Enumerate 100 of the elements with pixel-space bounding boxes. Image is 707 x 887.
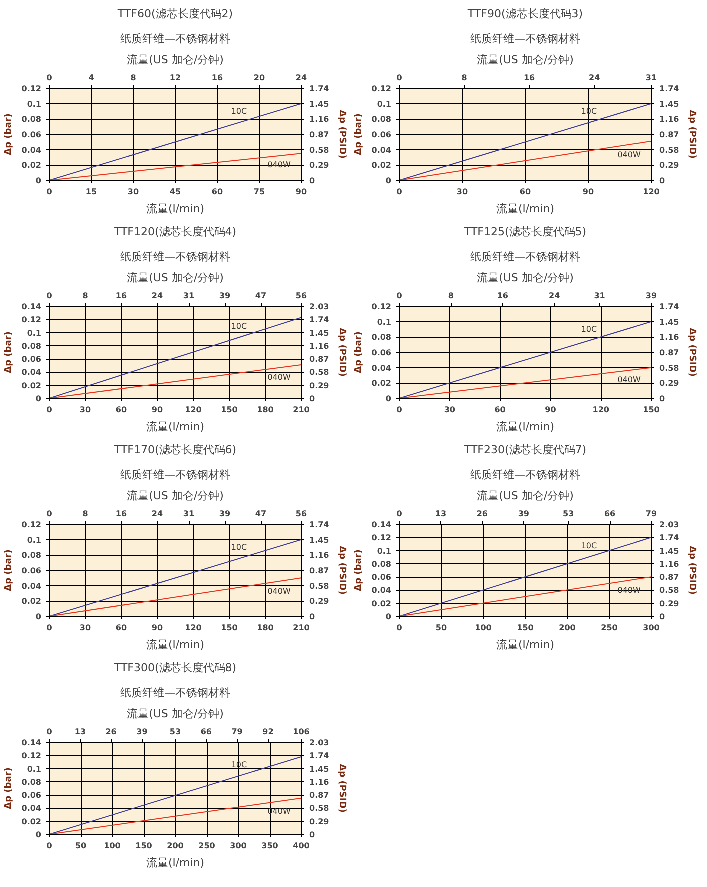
x-tick-label: 0 — [396, 624, 403, 632]
y-axis-title: Δp (bar) — [354, 550, 364, 592]
x2-tick-label: 39 — [518, 510, 530, 518]
x-tick-label: 50 — [75, 842, 87, 850]
x2-tick-label: 24 — [549, 292, 561, 300]
x2-tick-label: 16 — [524, 74, 536, 82]
x2-axis-title: 流量(US 加仑/分钟) — [477, 272, 574, 284]
x-tick-label: 150 — [221, 624, 238, 632]
chart-subtitle: 纸质纤维—不锈钢材料 — [120, 250, 230, 264]
y2-tick-label: 1.74 — [660, 302, 680, 312]
y2-axis-title: Δp (PSID) — [687, 546, 698, 595]
x2-tick-label: 53 — [562, 510, 574, 518]
x-tick-label: 350 — [262, 842, 279, 850]
x2-tick-label: 24 — [296, 74, 308, 82]
y2-tick-label: 1.16 — [310, 115, 330, 124]
y-tick-label: 0.06 — [372, 573, 392, 582]
x-tick-label: 90 — [582, 188, 594, 196]
x-tick-label: 60 — [494, 406, 506, 414]
y-tick-label: 0 — [386, 394, 392, 404]
x-tick-label: 120 — [643, 188, 660, 196]
y-tick-label: 0.12 — [372, 84, 392, 94]
x-tick-label: 30 — [80, 624, 92, 632]
x2-axis-title: 流量(US 加仑/分钟) — [127, 490, 224, 502]
x2-tick-label: 13 — [74, 728, 86, 736]
x-tick-label: 60 — [116, 624, 128, 632]
x-tick-label: 75 — [254, 188, 266, 196]
y2-tick-label: 1.74 — [660, 84, 680, 94]
x2-tick-label: 0 — [396, 74, 403, 82]
x-tick-label: 0 — [396, 406, 403, 414]
y2-tick-label: 0.29 — [310, 817, 330, 826]
x-tick-label: 0 — [46, 406, 53, 414]
y-tick-label: 0 — [36, 612, 42, 622]
y2-tick-label: 1.45 — [310, 764, 330, 774]
x-axis-title: 流量(l/min) — [496, 638, 555, 652]
y2-axis-title: Δp (PSID) — [337, 546, 348, 595]
y-tick-label: 0.1 — [377, 546, 392, 556]
x2-tick-label: 0 — [46, 728, 53, 736]
y-tick-label: 0.04 — [22, 804, 42, 814]
y-tick-label: 0.12 — [22, 316, 42, 325]
y2-tick-label: 0.58 — [660, 146, 680, 155]
x2-tick-label: 0 — [396, 292, 403, 300]
x-tick-label: 210 — [293, 624, 310, 632]
y-tick-label: 0.14 — [22, 738, 42, 748]
x-tick-label: 50 — [436, 624, 448, 632]
y2-tick-label: 0.87 — [310, 791, 330, 800]
x-tick-label: 150 — [517, 624, 534, 632]
x2-tick-label: 16 — [116, 510, 128, 518]
x2-axis-title: 流量(US 加仑/分钟) — [477, 490, 574, 502]
x2-tick-label: 66 — [200, 728, 212, 736]
y-tick-label: 0.08 — [22, 778, 42, 787]
y2-tick-label: 1.45 — [310, 328, 330, 338]
y2-tick-label: 0.29 — [310, 597, 330, 606]
chart-subtitle: 纸质纤维—不锈钢材料 — [120, 686, 230, 700]
x2-tick-label: 39 — [219, 510, 231, 518]
x-axis-title: 流量(l/min) — [146, 638, 205, 652]
y-tick-label: 0.1 — [27, 100, 42, 109]
x2-tick-label: 31 — [594, 292, 606, 300]
y2-tick-label: 1.74 — [310, 84, 330, 94]
x-tick-label: 200 — [559, 624, 576, 632]
x-tick-label: 30 — [456, 188, 468, 196]
series-label: 10C — [581, 541, 598, 550]
y-axis-title: Δp (bar) — [4, 332, 14, 374]
y2-tick-label: 0.58 — [310, 582, 330, 591]
y2-tick-label: 1.16 — [310, 551, 330, 560]
y2-tick-label: 0.87 — [310, 130, 330, 140]
y2-tick-label: 0.87 — [660, 348, 680, 358]
x-tick-label: 180 — [257, 406, 274, 414]
chart-title: TTF170(滤芯长度代码6) — [113, 444, 237, 456]
x-axis-title: 流量(l/min) — [146, 420, 205, 434]
y2-tick-label: 1.16 — [310, 342, 330, 351]
y-tick-label: 0.04 — [372, 146, 392, 155]
y-tick-label: 0.02 — [372, 379, 392, 388]
series-label: 040W — [618, 375, 641, 384]
x2-tick-label: 13 — [435, 510, 447, 518]
x-tick-label: 150 — [136, 842, 153, 850]
y2-tick-label: 1.16 — [660, 115, 680, 124]
y-axis-title: Δp (bar) — [4, 550, 14, 592]
y2-tick-label: 1.74 — [310, 316, 330, 325]
y2-axis-title: Δp (PSID) — [687, 328, 698, 377]
x-tick-label: 90 — [545, 406, 557, 414]
x-tick-label: 90 — [296, 188, 308, 196]
x2-tick-label: 0 — [46, 74, 53, 82]
y2-tick-label: 0 — [310, 612, 316, 622]
x-axis-title: 流量(l/min) — [146, 202, 205, 216]
x-tick-label: 150 — [221, 406, 238, 414]
y2-tick-label: 1.45 — [660, 100, 680, 109]
chart-title: TTF300(滤芯长度代码8) — [113, 662, 237, 674]
y-tick-label: 0 — [36, 176, 42, 186]
x2-tick-label: 56 — [296, 292, 308, 300]
y-tick-label: 0.1 — [27, 328, 42, 338]
x-axis-title: 流量(l/min) — [146, 856, 205, 870]
y-tick-label: 0.02 — [372, 599, 392, 608]
x-tick-label: 250 — [601, 624, 618, 632]
y-tick-label: 0.02 — [22, 817, 42, 826]
y2-tick-label: 1.74 — [660, 534, 680, 543]
x-tick-label: 60 — [212, 188, 224, 196]
y-tick-label: 0.1 — [27, 764, 42, 774]
series-label: 10C — [231, 543, 248, 552]
y-tick-label: 0.06 — [372, 348, 392, 358]
x2-tick-label: 92 — [262, 728, 274, 736]
